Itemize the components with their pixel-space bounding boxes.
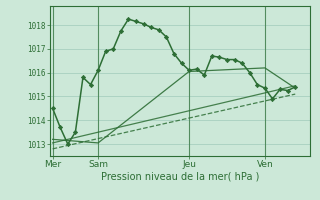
- X-axis label: Pression niveau de la mer( hPa ): Pression niveau de la mer( hPa ): [101, 172, 259, 182]
